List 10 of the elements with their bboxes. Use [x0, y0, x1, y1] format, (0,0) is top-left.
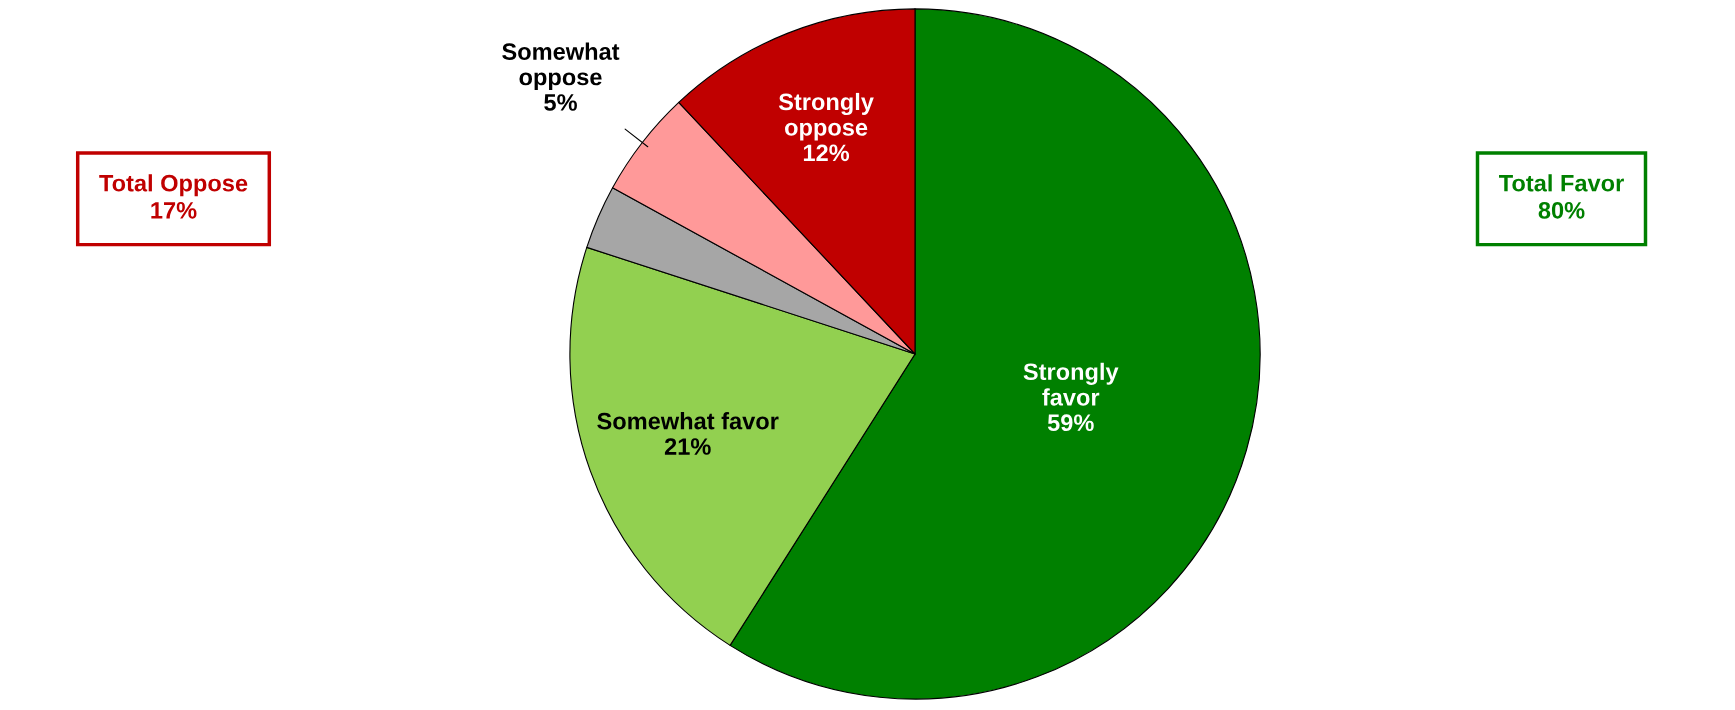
slice-label: Strongly favor: [1023, 362, 1119, 406]
text: Total Oppose 17%: [99, 174, 248, 219]
slice-label: Somewhat favor: [597, 412, 779, 430]
slice-label: Somewhat oppose: [502, 42, 620, 91]
text: Total Favor 80%: [1499, 174, 1624, 219]
slice-label: Strongly oppose: [778, 92, 874, 141]
data-label: 12%: [803, 144, 850, 162]
data-label: 5%: [544, 94, 577, 111]
data-label: 59%: [1047, 414, 1094, 432]
data-label: 21%: [664, 438, 711, 455]
